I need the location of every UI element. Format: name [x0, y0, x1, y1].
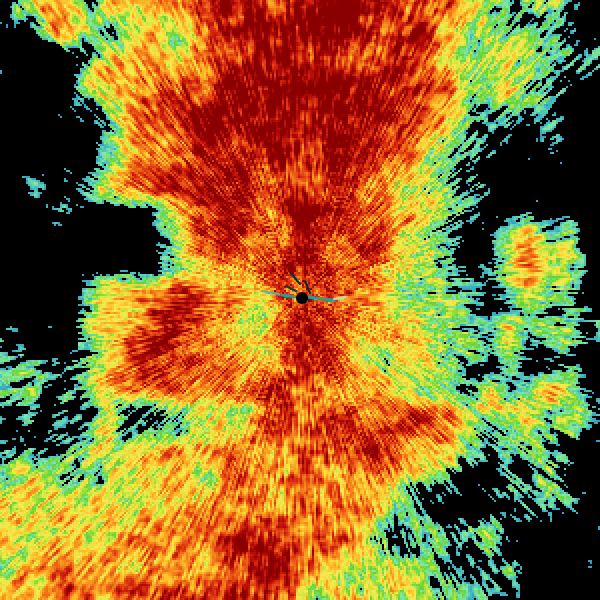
radar-reflectivity-image [0, 0, 600, 600]
radar-display [0, 0, 600, 600]
